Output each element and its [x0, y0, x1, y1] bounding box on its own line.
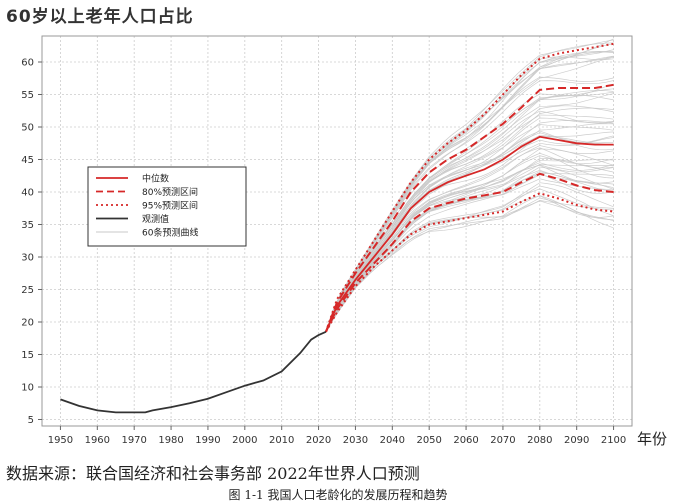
projection-trajectory [325, 55, 614, 332]
projection-trajectory [325, 114, 614, 332]
y-tick-label: 35 [21, 220, 34, 231]
projection-trajectory [325, 171, 614, 332]
legend-box [87, 166, 247, 247]
y-tick-label: 10 [21, 383, 34, 394]
pi95-line [324, 42, 614, 333]
source-note: 数据来源：联合国经济和社会事务部 2022年世界人口预测 [6, 464, 420, 483]
x-tick-label: 2080 [527, 435, 552, 446]
y-tick-label: 50 [21, 123, 34, 134]
projection-trajectory [325, 94, 614, 332]
legend-label: 观测值 [142, 213, 169, 225]
projection-trajectory [325, 80, 614, 332]
x-tick-label: 2100 [601, 435, 626, 446]
projection-trajectory [325, 157, 614, 332]
figure-caption: 图 1-1 我国人口老龄化的发展历程和趋势 [228, 488, 448, 502]
x-tick-label: 2020 [306, 435, 331, 446]
projection-trajectory [325, 174, 614, 332]
projection-trajectory [325, 107, 614, 332]
x-tick-label: 1970 [121, 435, 146, 446]
projection-trajectory [325, 148, 614, 332]
observed-line [60, 330, 327, 414]
projection-trajectory [325, 56, 614, 332]
projection-trajectory [325, 155, 614, 332]
chart-title: 60岁以上老年人口占比 [6, 7, 194, 27]
projection-trajectory [325, 105, 614, 332]
legend-label: 中位数 [142, 173, 169, 185]
x-axis-unit-label: 年份 [637, 430, 667, 448]
x-tick-label: 2030 [343, 435, 368, 446]
projection-trajectory [325, 51, 614, 332]
trajectory-lines [325, 38, 614, 332]
y-tick-label: 20 [21, 318, 34, 329]
y-tick-label: 60 [21, 58, 34, 69]
projection-trajectory [325, 42, 614, 332]
x-tick-label: 2040 [380, 435, 405, 446]
projection-trajectory [325, 147, 614, 332]
axis-layer: 1950 1960 1970 1980 1990 2000 2010 2020 2030 2040… [21, 35, 633, 446]
y-tick-label: 15 [21, 350, 34, 361]
x-tick-label: 2050 [416, 435, 441, 446]
x-tick-label: 1990 [195, 435, 220, 446]
median-line [325, 135, 614, 333]
projection-trajectory [325, 38, 614, 332]
x-tick-label: 2010 [269, 435, 294, 446]
pi80-line [325, 172, 614, 333]
y-tick-label: 30 [21, 253, 34, 264]
plot-frame [41, 35, 633, 427]
x-tick-label: 1980 [158, 435, 183, 446]
y-tick-label: 5 [28, 415, 34, 426]
x-tick-label: 2070 [490, 435, 515, 446]
y-tick-label: 45 [21, 155, 34, 166]
y-tick-label: 40 [21, 188, 34, 199]
y-tick-label: 55 [21, 90, 34, 101]
projection-trajectory [325, 169, 614, 332]
pi80-line [324, 83, 614, 333]
legend-label: 60条预测曲线 [142, 227, 198, 239]
projection-trajectory [325, 56, 614, 332]
x-tick-label: 1960 [85, 435, 110, 446]
series-lines [60, 42, 614, 414]
x-tick-label: 2060 [453, 435, 478, 446]
projection-trajectory [325, 200, 614, 332]
projection-trajectory [325, 76, 614, 332]
legend-label: 80%预测区间 [142, 186, 198, 198]
projection-trajectory [325, 39, 614, 332]
x-tick-label: 2090 [564, 435, 589, 446]
projection-trajectory [325, 123, 614, 332]
y-tick-label: 25 [21, 285, 34, 296]
x-tick-label: 2000 [232, 435, 257, 446]
legend-label: 95%预测区间 [142, 200, 198, 212]
x-tick-label: 1950 [48, 435, 73, 446]
